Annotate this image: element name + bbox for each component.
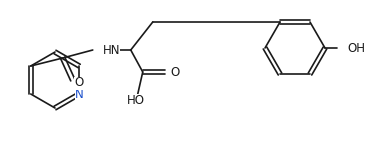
Text: OH: OH (347, 42, 365, 54)
Text: O: O (74, 76, 83, 90)
Text: O: O (171, 66, 180, 78)
Text: HN: HN (103, 45, 120, 57)
Text: HO: HO (127, 93, 145, 106)
Text: N: N (75, 87, 83, 100)
